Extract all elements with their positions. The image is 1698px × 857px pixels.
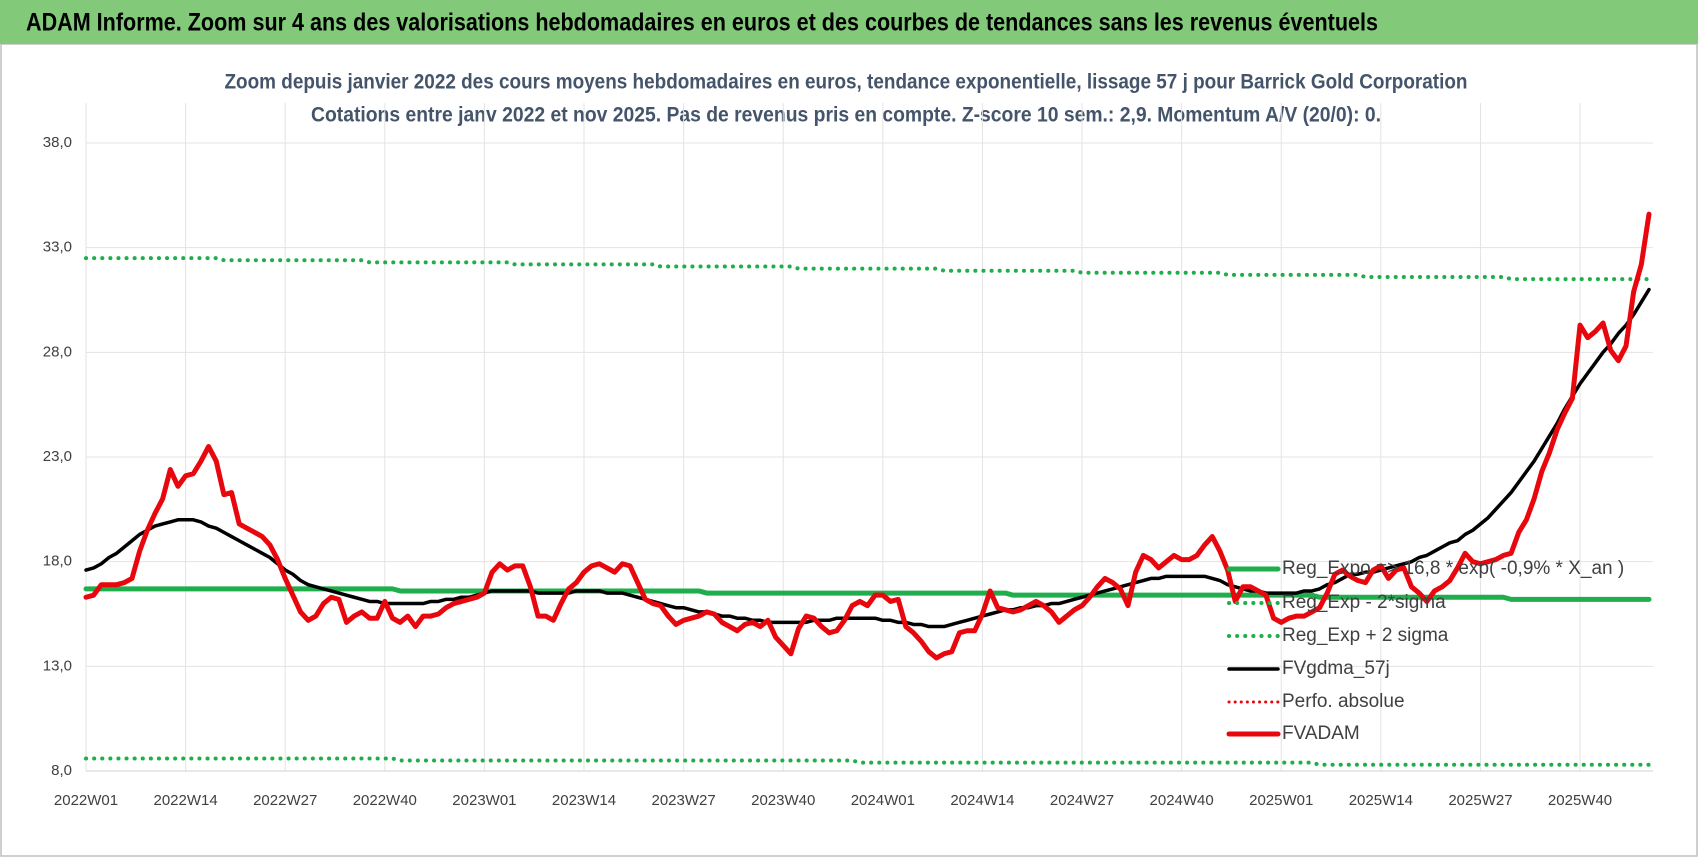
x-tick-label: 2025W14 (1349, 792, 1413, 809)
header-title: ADAM Informe. Zoom sur 4 ans des valoris… (26, 9, 1378, 37)
y-tick-label: 28,0 (43, 343, 72, 360)
header-bar (0, 0, 1698, 44)
x-tick-label: 2025W27 (1448, 792, 1512, 809)
y-tick-label: 8,0 (51, 762, 72, 779)
x-tick-label: 2022W01 (54, 792, 118, 809)
legend-label: Reg_Exp + 2 sigma (1282, 625, 1449, 646)
y-tick-label: 13,0 (43, 657, 72, 674)
x-tick-label: 2024W40 (1150, 792, 1214, 809)
plot-lines (83, 211, 1652, 767)
legend-label: Reg_Exp - 2*sigma (1282, 592, 1446, 613)
series-line (83, 211, 1652, 661)
series-line (84, 256, 1651, 282)
y-tick-label: 33,0 (43, 239, 72, 256)
x-tick-label: 2024W14 (950, 792, 1014, 809)
x-tick-label: 2024W27 (1050, 792, 1114, 809)
legend-label: Reg_Expo => 16,8 * exp( -0,9% * X_an ) (1282, 558, 1624, 579)
x-tick-label: 2022W27 (253, 792, 317, 809)
x-tick-label: 2025W01 (1249, 792, 1313, 809)
series-line (84, 756, 1651, 767)
x-tick-label: 2023W40 (751, 792, 815, 809)
y-tick-label: 38,0 (43, 134, 72, 151)
x-tick-label: 2022W40 (353, 792, 417, 809)
series-line (83, 586, 1652, 602)
series-line (84, 287, 1651, 629)
x-tick-label: 2022W14 (153, 792, 217, 809)
chart-title: Zoom depuis janvier 2022 des cours moyen… (225, 71, 1468, 94)
y-tick-label: 23,0 (43, 448, 72, 465)
chart-subtitle: Cotations entre janv 2022 et nov 2025. P… (311, 104, 1381, 127)
x-tick-label: 2025W40 (1548, 792, 1612, 809)
legend: Reg_Expo => 16,8 * exp( -0,9% * X_an ) Re… (1226, 558, 1624, 744)
x-tick-label: 2024W01 (851, 792, 915, 809)
y-tick-label: 18,0 (43, 553, 72, 570)
grid: 8,0 13,0 18,0 23,0 28,0 33,0 38,0 2022W01 2022W1… (43, 103, 1653, 809)
x-tick-label: 2023W01 (452, 792, 516, 809)
x-tick-label: 2023W27 (652, 792, 716, 809)
legend-label: FVADAM (1282, 723, 1360, 744)
x-tick-label: 2023W14 (552, 792, 616, 809)
legend-label: FVgdma_57j (1282, 658, 1390, 679)
legend-label: Perfo. absolue (1282, 691, 1405, 712)
